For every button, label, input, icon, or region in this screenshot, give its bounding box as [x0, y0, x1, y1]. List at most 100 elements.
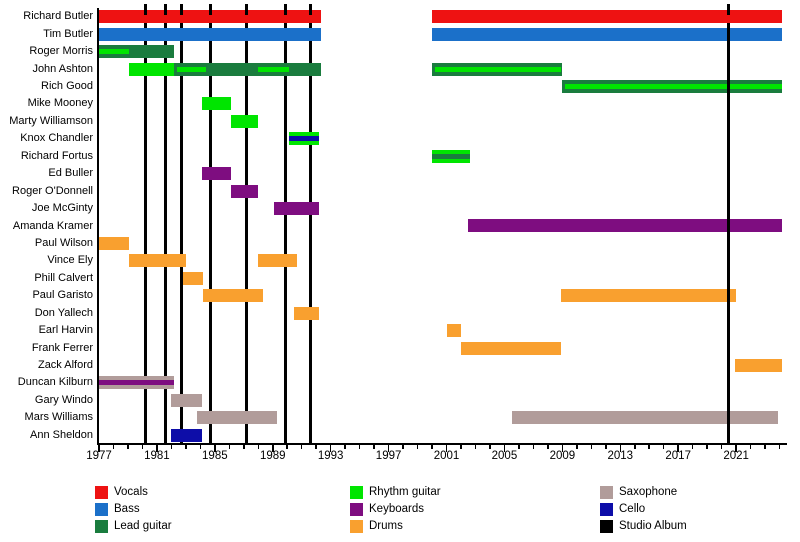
x-axis-tick-label: 1989 — [259, 450, 286, 462]
x-axis-minor-tick — [300, 445, 303, 449]
timeline-bar-drums — [182, 271, 204, 285]
x-axis-minor-tick — [518, 445, 520, 449]
x-axis-tick-label: 2005 — [491, 450, 518, 462]
timeline-bar-saxophone — [197, 411, 278, 425]
studio-album-line-tick — [308, 4, 312, 15]
timeline-plot: Richard Butler Tim Butler Roger Morris John… — [9, 4, 787, 462]
member-label: Roger O'Donnell — [12, 184, 93, 197]
x-axis-minor-tick — [127, 445, 129, 449]
member-label: Vince Ely — [47, 254, 93, 267]
x-axis-minor-tick — [532, 445, 535, 449]
x-axis-major-tick — [156, 445, 158, 452]
x-axis-minor-tick — [460, 445, 462, 449]
member-label: Tim Butler — [43, 27, 93, 40]
x-axis-tick-label: 1997 — [375, 450, 402, 462]
member-label: Marty Williamson — [9, 114, 93, 127]
member-label: Gary Windo — [34, 393, 93, 406]
studio-album-line-front — [727, 24, 731, 443]
keyboards-swatch — [350, 503, 363, 516]
member-label: Zack Alford — [37, 359, 93, 372]
timeline-bar-vocals — [99, 10, 321, 24]
studio-album-line-tick — [245, 4, 249, 15]
timeline-bar-vocals — [432, 10, 783, 24]
x-axis-minor-tick — [170, 445, 173, 449]
x-axis-minor-tick — [344, 445, 346, 449]
x-axis-major-tick — [445, 445, 448, 452]
legend-label: Studio Album — [619, 520, 687, 532]
x-axis-tick-label: 1985 — [202, 450, 228, 462]
member-label: John Ashton — [32, 62, 93, 75]
timeline-bar-cello — [171, 428, 202, 442]
member-label: Mars Williams — [24, 411, 93, 424]
studio-album-line-tick — [180, 4, 184, 15]
x-axis-minor-tick — [706, 445, 708, 449]
timeline-bar-keyboards — [468, 219, 783, 233]
x-axis-tick-label: 2013 — [607, 450, 634, 462]
x-axis-minor-tick — [358, 445, 361, 449]
x-axis-minor-tick — [185, 445, 187, 449]
rhythm-guitar-swatch — [350, 486, 363, 499]
x-axis-minor-tick — [605, 445, 607, 449]
x-axis-tick-label: 2009 — [549, 450, 576, 462]
x-axis-minor-tick — [286, 445, 288, 449]
timeline-bar-bass — [99, 27, 321, 41]
timeline-stripe-rhythm_guitar — [565, 83, 783, 89]
timeline-stripe-rhythm_guitar — [177, 66, 207, 72]
timeline-bar-keyboards — [201, 167, 231, 181]
x-axis-minor-tick — [662, 445, 665, 449]
member-label: Ann Sheldon — [30, 428, 93, 441]
x-axis-major-tick — [329, 445, 332, 452]
x-axis-tick-label: 1981 — [144, 450, 170, 462]
member-label: Richard Butler — [23, 10, 93, 23]
member-label: Paul Wilson — [34, 236, 93, 249]
timeline-bar-drums — [560, 289, 737, 303]
studio-album-swatch — [600, 520, 613, 533]
member-label: Richard Fortus — [20, 149, 93, 162]
timeline-stripe-rhythm_guitar — [258, 66, 289, 72]
x-axis-minor-tick — [489, 445, 491, 449]
studio-album-line — [143, 4, 147, 443]
x-axis-minor-tick — [778, 445, 781, 449]
x-axis-minor-tick — [474, 445, 477, 449]
x-axis-minor-tick — [257, 445, 260, 449]
timeline-bar-saxophone — [511, 411, 779, 425]
x-axis-tick-label: 2001 — [433, 450, 460, 462]
timeline-bar-rhythm_guitar — [201, 97, 231, 111]
studio-album-line — [164, 4, 168, 443]
timeline-bar-drums — [203, 289, 263, 303]
x-axis-minor-tick — [402, 445, 404, 449]
timeline-bar-bass — [432, 27, 783, 41]
y-axis-line — [97, 8, 99, 443]
studio-album-line — [208, 4, 212, 443]
x-axis-minor-tick — [547, 445, 549, 449]
x-axis-major-tick — [387, 445, 390, 452]
timeline-stripe-lead_guitar — [432, 153, 470, 159]
legend-label: Vocals — [114, 486, 148, 498]
legend-label: Lead guitar — [114, 520, 172, 532]
timeline-bar-lead_guitar — [99, 45, 175, 59]
lead-guitar-swatch — [95, 520, 108, 533]
x-axis-tick-label: 1993 — [317, 450, 344, 462]
studio-album-line — [284, 4, 288, 443]
timeline-bar-saxophone — [171, 393, 202, 407]
timeline-bar-drums — [446, 324, 461, 338]
timeline-bar-rhythm_guitar — [230, 114, 259, 128]
x-axis-major-tick — [561, 445, 564, 452]
x-axis-minor-tick — [590, 445, 593, 449]
drums-swatch — [350, 520, 363, 533]
member-label: Phill Calvert — [34, 271, 93, 284]
member-label: Amanda Kramer — [12, 219, 93, 232]
legend-label: Keyboards — [369, 503, 424, 515]
member-label: Duncan Kilburn — [17, 376, 93, 389]
x-axis-minor-tick — [648, 445, 650, 449]
x-axis-major-tick — [214, 445, 216, 452]
studio-album-line-tick — [164, 4, 168, 15]
x-axis-line — [97, 443, 787, 445]
x-axis-major-tick — [619, 445, 622, 452]
x-axis-minor-tick — [373, 445, 375, 449]
member-label: Earl Harvin — [38, 324, 93, 337]
x-axis-tick-label: 2021 — [723, 450, 749, 462]
cello-swatch — [600, 503, 613, 516]
member-label: Joe McGinty — [31, 202, 93, 215]
